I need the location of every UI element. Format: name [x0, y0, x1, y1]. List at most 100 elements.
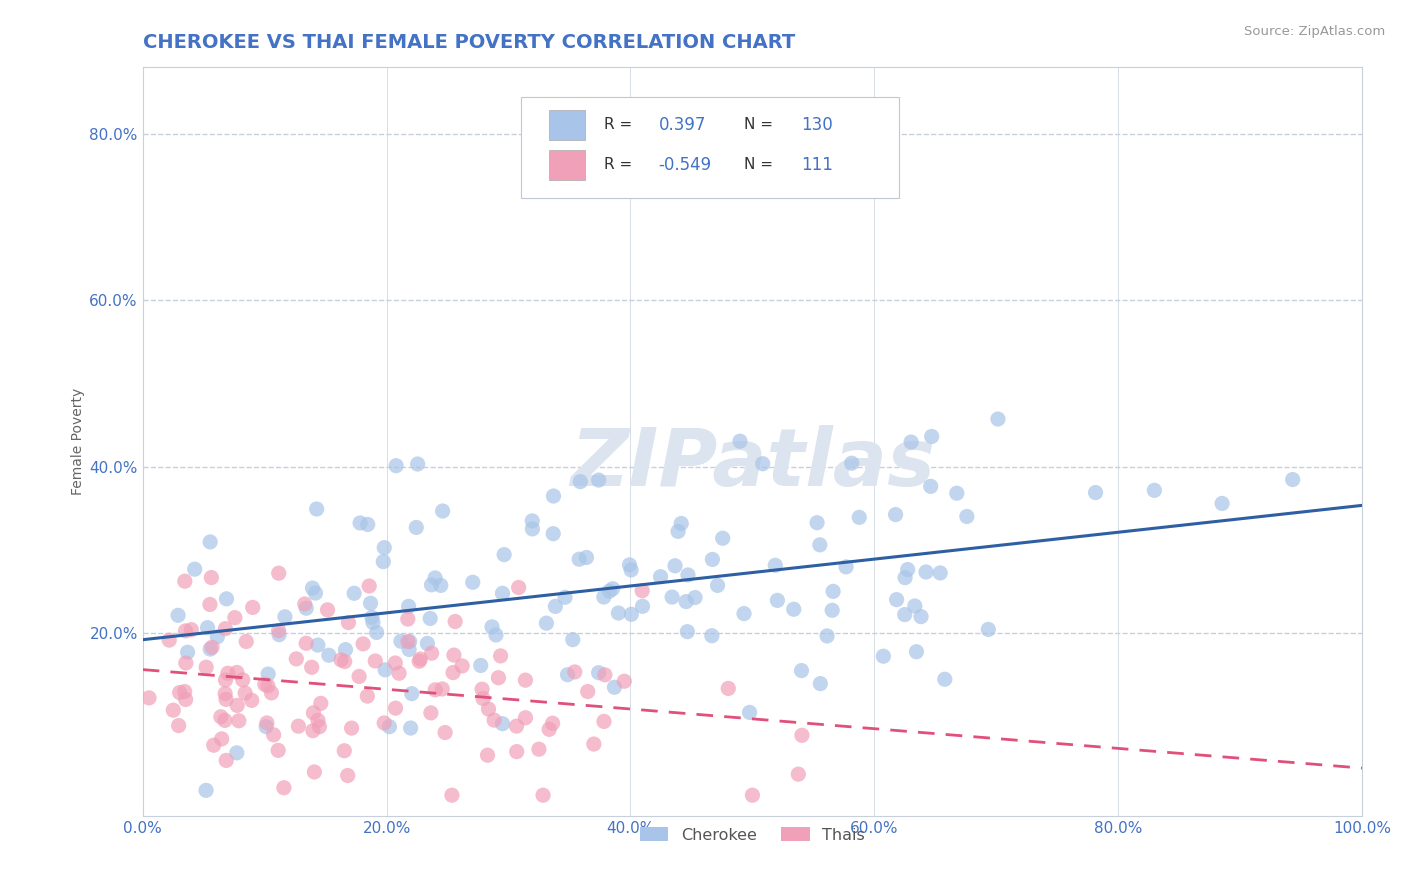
Point — [738, 706, 761, 720]
Text: -0.549: -0.549 — [658, 155, 711, 174]
Point — [956, 509, 979, 524]
Point — [173, 574, 195, 589]
Point — [835, 560, 858, 574]
Point — [733, 607, 755, 621]
Point — [564, 665, 586, 679]
Point — [915, 565, 938, 579]
Point — [307, 638, 329, 652]
Text: ZIPatlas: ZIPatlas — [569, 425, 935, 503]
Point — [661, 590, 683, 604]
Point — [267, 566, 290, 581]
Point — [398, 599, 420, 614]
Point — [287, 719, 309, 733]
Point — [373, 541, 395, 555]
Point — [333, 655, 356, 669]
Point — [945, 486, 967, 500]
Point — [211, 731, 233, 746]
Point — [541, 716, 564, 731]
Point — [620, 607, 643, 622]
Point — [717, 681, 740, 696]
Point — [575, 550, 598, 565]
Point — [195, 660, 218, 674]
Point — [217, 666, 239, 681]
Point — [173, 684, 195, 698]
Point — [302, 706, 325, 720]
Point — [508, 581, 530, 595]
Point — [263, 728, 285, 742]
Point — [356, 689, 378, 703]
Point — [316, 603, 339, 617]
Point — [491, 716, 513, 731]
Point — [343, 586, 366, 600]
Point — [399, 721, 422, 735]
Point — [541, 526, 564, 541]
Point — [254, 720, 277, 734]
Point — [260, 686, 283, 700]
Point — [209, 710, 232, 724]
Point — [588, 665, 610, 680]
Point — [294, 597, 316, 611]
Point — [384, 701, 406, 715]
Text: CHEROKEE VS THAI FEMALE POVERTY CORRELATION CHART: CHEROKEE VS THAI FEMALE POVERTY CORRELAT… — [143, 33, 794, 52]
Point — [671, 516, 693, 531]
Text: 111: 111 — [801, 155, 832, 174]
Point — [477, 748, 499, 763]
Point — [174, 624, 197, 638]
Point — [650, 570, 672, 584]
Point — [741, 788, 763, 802]
Point — [167, 718, 190, 732]
Point — [522, 522, 544, 536]
Point — [1084, 485, 1107, 500]
FancyBboxPatch shape — [548, 150, 585, 179]
Point — [197, 621, 219, 635]
Point — [226, 698, 249, 713]
Point — [214, 673, 236, 687]
Point — [432, 504, 454, 518]
Point — [675, 594, 697, 608]
Point — [987, 412, 1010, 426]
Point — [472, 691, 495, 706]
Point — [180, 623, 202, 637]
Point — [429, 578, 451, 592]
Point — [337, 615, 360, 630]
Point — [401, 687, 423, 701]
Text: N =: N = — [744, 157, 773, 172]
Point — [790, 664, 813, 678]
Point — [491, 586, 513, 600]
Point — [505, 719, 527, 733]
Point — [592, 590, 614, 604]
Point — [1211, 496, 1233, 510]
Point — [419, 706, 441, 720]
Point — [200, 642, 222, 657]
Text: R =: R = — [603, 118, 631, 132]
Point — [366, 625, 388, 640]
Point — [253, 677, 276, 691]
Point — [613, 674, 636, 689]
Point — [242, 600, 264, 615]
Point — [576, 684, 599, 698]
Point — [378, 720, 401, 734]
Text: 130: 130 — [801, 116, 832, 134]
Point — [302, 723, 325, 738]
Point — [603, 680, 626, 694]
Point — [425, 682, 447, 697]
Point — [224, 610, 246, 624]
Point — [385, 458, 408, 473]
Point — [538, 723, 561, 737]
Point — [588, 473, 610, 487]
Point — [536, 616, 558, 631]
Point — [419, 611, 441, 625]
Point — [977, 623, 1000, 637]
Point — [766, 593, 789, 607]
Point — [1281, 473, 1303, 487]
Point — [515, 673, 537, 688]
Point — [505, 745, 527, 759]
Point — [396, 634, 419, 648]
Point — [301, 581, 323, 595]
Point — [235, 634, 257, 648]
Point — [522, 514, 544, 528]
Point — [274, 609, 297, 624]
Point — [347, 669, 370, 683]
Point — [934, 672, 956, 686]
Point — [806, 516, 828, 530]
